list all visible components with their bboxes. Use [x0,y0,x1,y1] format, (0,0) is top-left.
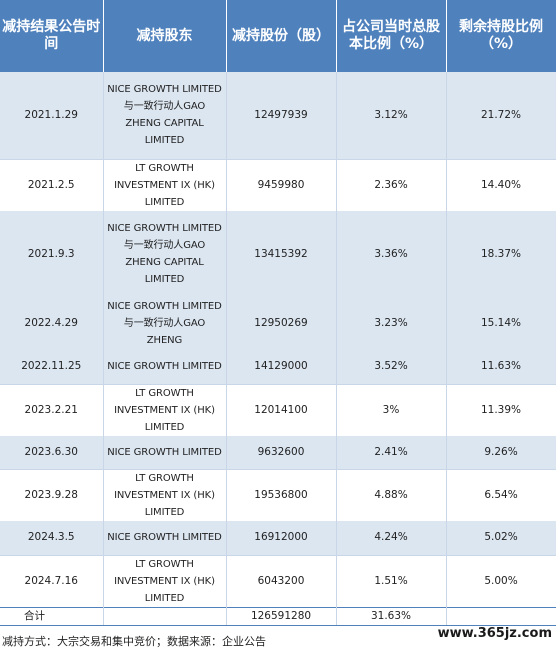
table-row: 2023.2.21 LT GROWTH INVESTMENT IX (HK) L… [0,383,556,436]
remaining-cell: 5.00% [446,554,556,607]
table-row: 2024.7.16 LT GROWTH INVESTMENT IX (HK) L… [0,554,556,607]
holder-cell: NICE GROWTH LIMITED [103,349,227,384]
table-row: 2021.9.3 NICE GROWTH LIMITED与一致行动人GAO ZH… [0,211,556,297]
header-pct-total: 占公司当时总股本比例（%） [336,0,447,72]
shares-cell: 14129000 [226,349,337,384]
shares-cell: 16912000 [226,521,337,555]
date-cell: 2024.3.5 [0,521,104,555]
pct-total-cell: 2.36% [336,158,447,211]
reduction-table: 减持结果公告时间 减持股东 减持股份（股） 占公司当时总股本比例（%） 剩余持股… [0,0,556,626]
header-holder: 减持股东 [103,0,227,72]
shares-cell: 12950269 [226,297,337,349]
total-row: 合计 126591280 31.63% [0,606,556,626]
remaining-cell: 11.39% [446,383,556,436]
holder-cell: NICE GROWTH LIMITED与一致行动人GAO ZHENG CAPIT… [103,211,227,297]
holder-cell: NICE GROWTH LIMITED [103,521,227,555]
shares-cell: 12497939 [226,72,337,159]
total-label: 合计 [0,606,104,626]
footer-note: 减持方式：大宗交易和集中竞价；数据来源：企业公告 [2,635,266,648]
header-shares: 减持股份（股） [226,0,337,72]
total-shares-cell: 126591280 [226,606,337,626]
table-row: 2022.4.29 NICE GROWTH LIMITED与一致行动人GAO Z… [0,297,556,349]
remaining-cell: 21.72% [446,72,556,159]
holder-cell: LT GROWTH INVESTMENT IX (HK) LIMITED [103,383,227,436]
date-cell: 2021.2.5 [0,158,104,211]
table-row: 2024.3.5 NICE GROWTH LIMITED 16912000 4.… [0,521,556,555]
table-row: 2023.6.30 NICE GROWTH LIMITED 9632600 2.… [0,435,556,470]
header-row: 减持结果公告时间 减持股东 减持股份（股） 占公司当时总股本比例（%） 剩余持股… [0,0,556,72]
table-row: 2023.9.28 LT GROWTH INVESTMENT IX (HK) L… [0,469,556,521]
pct-total-cell: 3.52% [336,349,447,384]
header-remaining: 剩余持股比例（%） [446,0,556,72]
date-cell: 2021.1.29 [0,72,104,159]
date-cell: 2022.4.29 [0,297,104,349]
shares-cell: 9459980 [226,158,337,211]
remaining-cell: 5.02% [446,521,556,555]
remaining-cell: 14.40% [446,158,556,211]
date-cell: 2024.7.16 [0,554,104,607]
date-cell: 2023.9.28 [0,469,104,521]
shares-cell: 13415392 [226,211,337,297]
table-row: 2021.1.29 NICE GROWTH LIMITED与一致行动人GAO Z… [0,72,556,159]
shares-cell: 12014100 [226,383,337,436]
header-date: 减持结果公告时间 [0,0,104,72]
total-pct-cell: 31.63% [336,606,447,626]
remaining-cell: 9.26% [446,435,556,470]
total-empty-cell [103,606,227,626]
holder-cell: LT GROWTH INVESTMENT IX (HK) LIMITED [103,554,227,607]
total-empty-cell [446,606,556,626]
holder-cell: NICE GROWTH LIMITED与一致行动人GAO ZHENG CAPIT… [103,72,227,159]
holder-cell: LT GROWTH INVESTMENT IX (HK) LIMITED [103,158,227,211]
remaining-cell: 11.63% [446,349,556,384]
shares-cell: 19536800 [226,469,337,521]
watermark-text: www.365jz.com [437,626,552,641]
date-cell: 2023.2.21 [0,383,104,436]
remaining-cell: 15.14% [446,297,556,349]
date-cell: 2022.11.25 [0,349,104,384]
holder-cell: LT GROWTH INVESTMENT IX (HK) LIMITED [103,469,227,521]
pct-total-cell: 4.24% [336,521,447,555]
pct-total-cell: 3.23% [336,297,447,349]
pct-total-cell: 3.12% [336,72,447,159]
holder-cell: NICE GROWTH LIMITED [103,435,227,470]
pct-total-cell: 1.51% [336,554,447,607]
pct-total-cell: 2.41% [336,435,447,470]
pct-total-cell: 3% [336,383,447,436]
remaining-cell: 18.37% [446,211,556,297]
remaining-cell: 6.54% [446,469,556,521]
pct-total-cell: 4.88% [336,469,447,521]
pct-total-cell: 3.36% [336,211,447,297]
shares-cell: 9632600 [226,435,337,470]
holder-cell: NICE GROWTH LIMITED与一致行动人GAO ZHENG [103,297,227,349]
table-row: 2021.2.5 LT GROWTH INVESTMENT IX (HK) LI… [0,158,556,211]
table-row: 2022.11.25 NICE GROWTH LIMITED 14129000 … [0,349,556,384]
shares-cell: 6043200 [226,554,337,607]
date-cell: 2023.6.30 [0,435,104,470]
date-cell: 2021.9.3 [0,211,104,297]
